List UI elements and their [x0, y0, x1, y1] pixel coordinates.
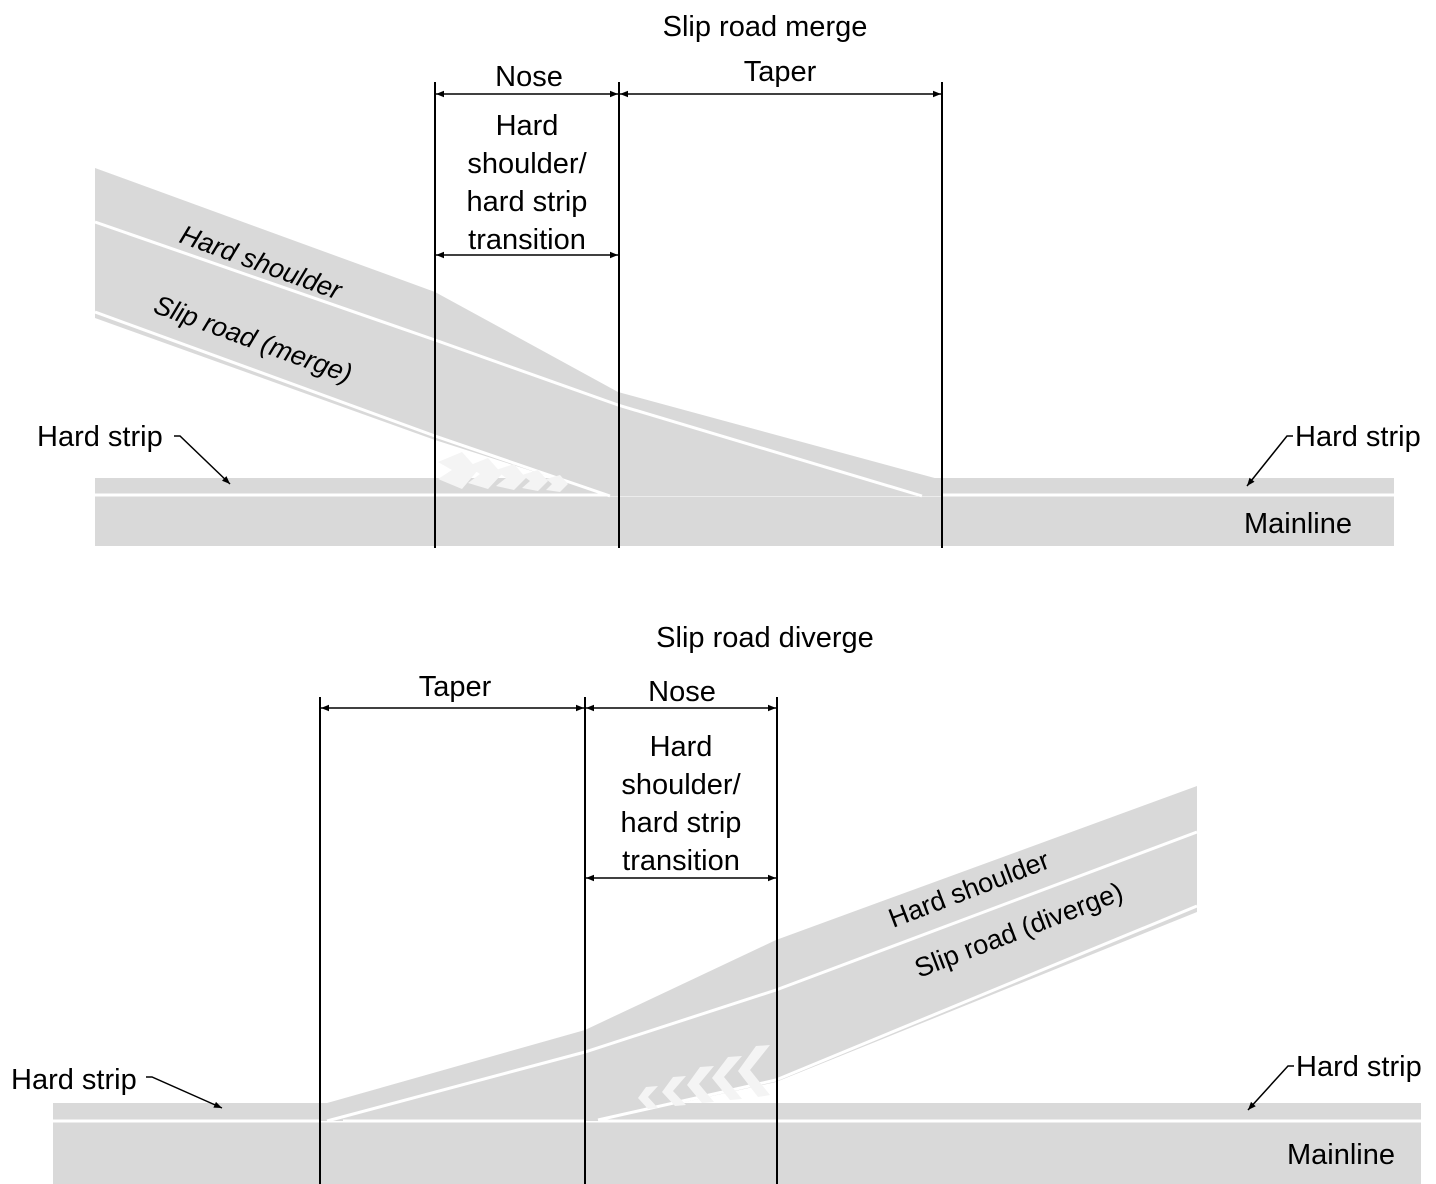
- merge-hard-strip-left-pointer: [174, 435, 231, 485]
- diverge-mainline-label: Mainline: [1287, 1139, 1395, 1171]
- diverge-diagram: Slip road diverge Taper Nose Hard should…: [11, 622, 1422, 1184]
- merge-title: Slip road merge: [663, 11, 868, 43]
- merge-transition-line-4: transition: [468, 224, 586, 256]
- diverge-hard-strip-right-pointer: [1247, 1065, 1294, 1111]
- merge-transition-line-1: Hard: [496, 110, 559, 142]
- diverge-transition-line-1: Hard: [650, 731, 713, 763]
- merge-diagram: Slip road merge Nose Taper Hard shoulder…: [37, 11, 1421, 548]
- merge-hard-strip-right-label: Hard strip: [1295, 421, 1421, 453]
- diverge-taper-label: Taper: [419, 671, 492, 703]
- merge-transition-line-2: shoulder/: [467, 148, 587, 180]
- diverge-hard-strip-left-label: Hard strip: [11, 1064, 137, 1096]
- merge-nose-label: Nose: [495, 61, 563, 93]
- diverge-slip-road: [320, 786, 1197, 1121]
- merge-chevrons: [438, 452, 568, 492]
- diverge-chevrons: [638, 1045, 770, 1109]
- merge-hard-strip-right-pointer: [1246, 435, 1293, 487]
- diverge-hard-strip-right-label: Hard strip: [1296, 1051, 1422, 1083]
- diverge-shoulder-line: [326, 830, 1198, 1123]
- merge-hard-strip-left-label: Hard strip: [37, 421, 163, 453]
- diverge-transition-line-2: shoulder/: [621, 769, 741, 801]
- merge-taper-label: Taper: [744, 56, 817, 88]
- diverge-title: Slip road diverge: [656, 622, 874, 654]
- merge-slip-road: [95, 168, 942, 496]
- merge-mainline-label: Mainline: [1244, 508, 1352, 540]
- diverge-hard-strip-left-pointer: [146, 1076, 223, 1109]
- diverge-nose-label: Nose: [648, 676, 716, 708]
- diverge-transition-line-3: hard strip: [621, 807, 742, 839]
- diverge-mainline: [53, 1103, 1421, 1184]
- merge-shoulder-line: [94, 220, 923, 498]
- diverge-transition-line-4: transition: [622, 845, 740, 877]
- merge-transition-line-3: hard strip: [467, 186, 588, 218]
